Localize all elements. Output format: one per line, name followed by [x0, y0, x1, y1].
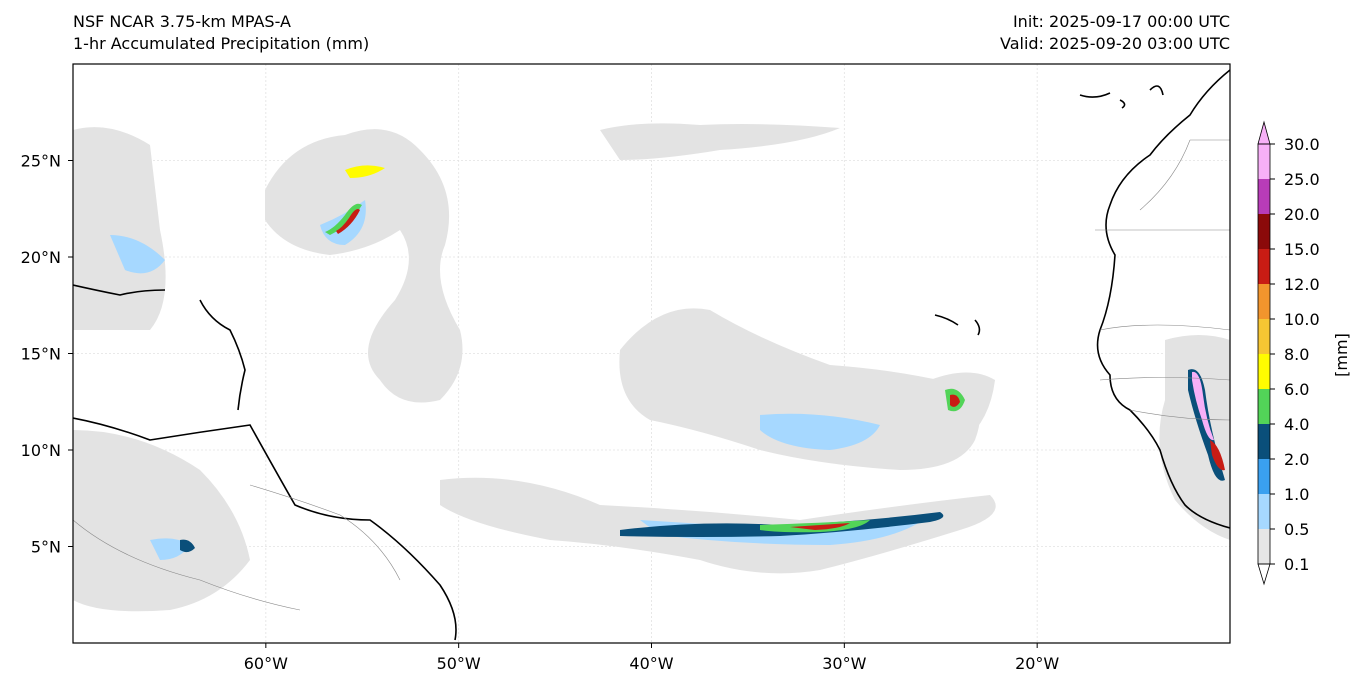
precip-area-storm	[265, 129, 463, 403]
colorbar-swatch	[1258, 284, 1270, 319]
border-guianas	[249, 484, 401, 581]
colorbar-tick-label: 4.0	[1284, 415, 1309, 434]
colorbar-swatch	[1258, 354, 1270, 389]
colorbar-tick-label: 8.0	[1284, 345, 1309, 364]
colorbar-swatch	[1258, 494, 1270, 529]
title-right: Init: 2025-09-17 00:00 UTC Valid: 2025-0…	[1000, 11, 1230, 55]
precip-area-bay-fringe	[930, 372, 995, 440]
map-plot-area	[73, 64, 1230, 643]
colorbar-swatch	[1258, 144, 1270, 179]
lat-tick-label: 10°N	[21, 441, 61, 460]
colorbar-swatch	[1258, 214, 1270, 249]
precip-area-lesser-antilles	[73, 430, 250, 612]
colorbar-tick-label: 12.0	[1284, 275, 1320, 294]
precip-area-north-band	[600, 123, 840, 160]
colorbar-swatch	[1258, 249, 1270, 284]
lon-tick-label: 60°W	[244, 654, 288, 673]
precip-core-storm-red	[336, 209, 360, 234]
colorbar-tick-label: 15.0	[1284, 240, 1320, 259]
precip-area-caribbean	[73, 127, 166, 331]
lat-tick-label: 25°N	[21, 152, 61, 171]
precip-core-storm-green	[325, 203, 362, 235]
colorbar-swatch	[1258, 424, 1270, 459]
precip-area-west-africa	[1159, 335, 1230, 540]
longitude-ticks: 60°W 50°W 40°W 30°W 20°W	[244, 643, 1059, 673]
lon-tick-label: 40°W	[629, 654, 673, 673]
precip-mod-caribbean	[110, 235, 165, 274]
colorbar-swatch	[1258, 529, 1270, 564]
lat-tick-label: 20°N	[21, 248, 61, 267]
latitude-ticks: 25°N 20°N 15°N 10°N 5°N	[21, 152, 73, 557]
lon-tick-label: 20°W	[1015, 654, 1059, 673]
colorbar-extend-min	[1257, 563, 1271, 586]
colorbar-tick-label: 30.0	[1284, 135, 1320, 154]
precip-mod-bay	[760, 413, 880, 450]
coast-puerto-rico	[73, 284, 166, 296]
field-title: 1-hr Accumulated Precipitation (mm)	[73, 34, 370, 53]
colorbar: 0.1 0.5 1.0 2.0 4.0 6.0 8.0 10.0 12.0 15.0 20.0 25.…	[1257, 120, 1320, 586]
valid-time: Valid: 2025-09-20 03:00 UTC	[999, 34, 1230, 53]
coast-south-america	[73, 417, 457, 641]
precip-area-central-atlantic	[619, 308, 980, 470]
precip-core-storm-top	[345, 165, 385, 178]
lat-tick-label: 15°N	[21, 345, 61, 364]
border-west-africa	[1099, 324, 1230, 421]
precip-core-itcz-red	[790, 523, 850, 530]
gridlines	[73, 64, 1230, 643]
precip-core-africa-red	[1210, 440, 1225, 471]
country-borders	[73, 139, 1230, 611]
colorbar-swatch	[1258, 179, 1270, 214]
colorbar-swatch	[1258, 319, 1270, 354]
precip-heavy-itcz	[620, 512, 944, 537]
coast-cape-verde	[934, 314, 981, 336]
colorbar-tick-label: 6.0	[1284, 380, 1309, 399]
border-sahara	[1095, 139, 1230, 231]
colorbar-tick-label: 0.5	[1284, 520, 1309, 539]
precip-core-africa-pink	[1192, 371, 1214, 441]
model-title: NSF NCAR 3.75-km MPAS-A	[73, 12, 291, 31]
colorbar-tick-label: 20.0	[1284, 205, 1320, 224]
lon-tick-label: 30°W	[822, 654, 866, 673]
colorbar-tick-label: 2.0	[1284, 450, 1309, 469]
coast-lesser-antilles	[199, 299, 246, 411]
precip-intense-cores	[180, 165, 1225, 553]
colorbar-tick-label: 0.1	[1284, 555, 1309, 574]
coast-canary-islands	[1079, 85, 1164, 109]
colorbar-swatch	[1258, 459, 1270, 494]
init-time: Init: 2025-09-17 00:00 UTC	[1012, 12, 1230, 31]
colorbar-extend-max	[1257, 120, 1271, 145]
precip-light-areas	[73, 123, 1230, 612]
title-left: NSF NCAR 3.75-km MPAS-A 1-hr Accumulated…	[73, 11, 369, 55]
colorbar-swatch	[1258, 389, 1270, 424]
lon-tick-label: 50°W	[437, 654, 481, 673]
colorbar-tick-label: 25.0	[1284, 170, 1320, 189]
colorbar-tick-label: 1.0	[1284, 485, 1309, 504]
border-venezuela	[73, 519, 301, 611]
lat-tick-label: 5°N	[31, 538, 61, 557]
precip-core-bay-red	[950, 394, 960, 407]
precip-core-islands	[180, 539, 195, 553]
colorbar-unit-label: [mm]	[1332, 333, 1351, 377]
colorbar-tick-label: 10.0	[1284, 310, 1320, 329]
